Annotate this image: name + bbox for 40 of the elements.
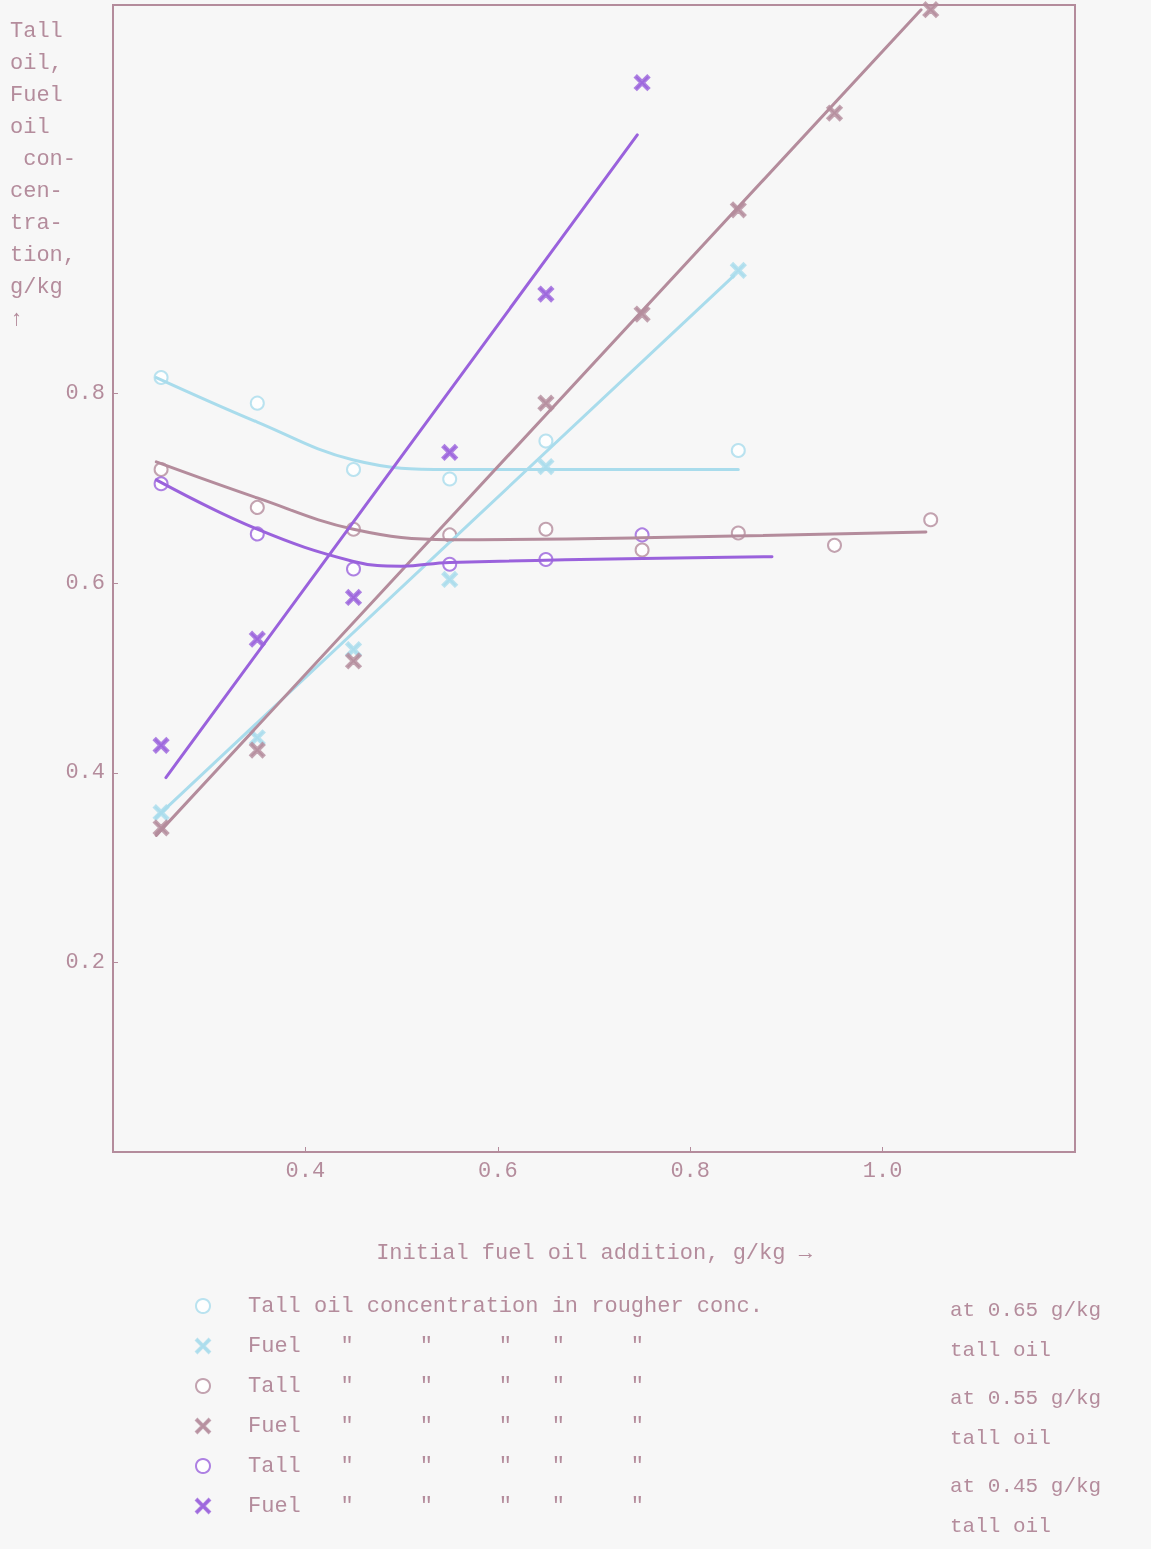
- legend-label: Fuel " " " " ": [248, 1413, 645, 1439]
- y-tick-label: 0.8: [65, 381, 105, 407]
- point: [922, 1, 939, 18]
- point: [153, 737, 170, 754]
- point: [537, 395, 554, 412]
- text: Tall oil, Fuel oil con- cen- tra- tion, g/kg ↑: [10, 18, 77, 332]
- point: [249, 742, 266, 759]
- y-tick-label: 0.4: [65, 760, 105, 786]
- point: [346, 461, 361, 477]
- x-tick-label: 1.0: [862, 1158, 903, 1184]
- point: [442, 471, 458, 487]
- point: [537, 286, 554, 303]
- legend-label: Tall " " " " ": [248, 1373, 645, 1399]
- legend-label: Fuel " " " " ": [248, 1493, 645, 1519]
- point: [730, 262, 747, 279]
- text: at 0.45 g/kg tall oil: [950, 1474, 1102, 1538]
- point: [730, 443, 746, 459]
- y-tick-label: 0.6: [65, 570, 105, 596]
- x-tick-label: 0.4: [285, 1158, 326, 1184]
- point: [345, 589, 362, 606]
- point: [249, 395, 265, 411]
- legend-label: Fuel " " " " ": [248, 1333, 645, 1359]
- point: [923, 512, 939, 528]
- point: [538, 521, 554, 537]
- point: [634, 74, 651, 91]
- y-tick-label: 0.2: [65, 949, 105, 975]
- point: [827, 537, 842, 553]
- point: [249, 631, 266, 648]
- x-tick-label: 0.8: [670, 1158, 710, 1184]
- x-tick-label: 0.6: [478, 1158, 518, 1184]
- point: [249, 499, 265, 515]
- legend-label: Tall oil concentration in rougher conc.: [248, 1293, 763, 1319]
- x-axis-title: Initial fuel oil addition, g/kg →: [376, 1240, 813, 1266]
- point: [441, 571, 458, 588]
- point: [441, 444, 458, 461]
- point: [346, 561, 361, 577]
- point: [345, 652, 362, 669]
- legend-label: Tall " " " " ": [248, 1453, 645, 1479]
- point: [634, 542, 650, 558]
- point: [538, 433, 554, 449]
